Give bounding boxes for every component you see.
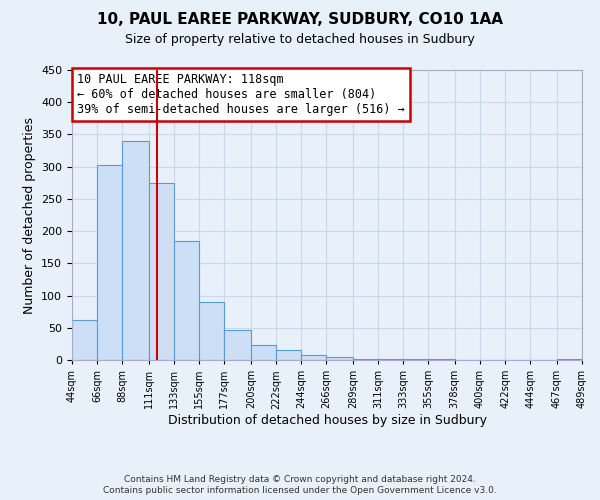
Text: 10, PAUL EAREE PARKWAY, SUDBURY, CO10 1AA: 10, PAUL EAREE PARKWAY, SUDBURY, CO10 1A… (97, 12, 503, 28)
Bar (326, 357, 353, 360)
Bar (353, 358, 378, 360)
Bar (122, 141, 149, 360)
Bar (251, 344, 276, 360)
Y-axis label: Number of detached properties: Number of detached properties (23, 116, 35, 314)
Text: 10 PAUL EAREE PARKWAY: 118sqm
← 60% of detached houses are smaller (804)
39% of : 10 PAUL EAREE PARKWAY: 118sqm ← 60% of d… (77, 73, 405, 116)
Text: Size of property relative to detached houses in Sudbury: Size of property relative to detached ho… (125, 32, 475, 46)
Bar (72, 320, 97, 360)
Bar (301, 355, 326, 360)
Text: Contains public sector information licensed under the Open Government Licence v3: Contains public sector information licen… (103, 486, 497, 495)
Bar (97, 166, 122, 360)
Bar (174, 242, 199, 360)
Bar (149, 183, 174, 360)
Bar (224, 330, 251, 360)
X-axis label: Distribution of detached houses by size in Sudbury: Distribution of detached houses by size … (167, 414, 487, 427)
Text: Contains HM Land Registry data © Crown copyright and database right 2024.: Contains HM Land Registry data © Crown c… (124, 475, 476, 484)
Bar (199, 302, 224, 360)
Bar (276, 350, 301, 360)
